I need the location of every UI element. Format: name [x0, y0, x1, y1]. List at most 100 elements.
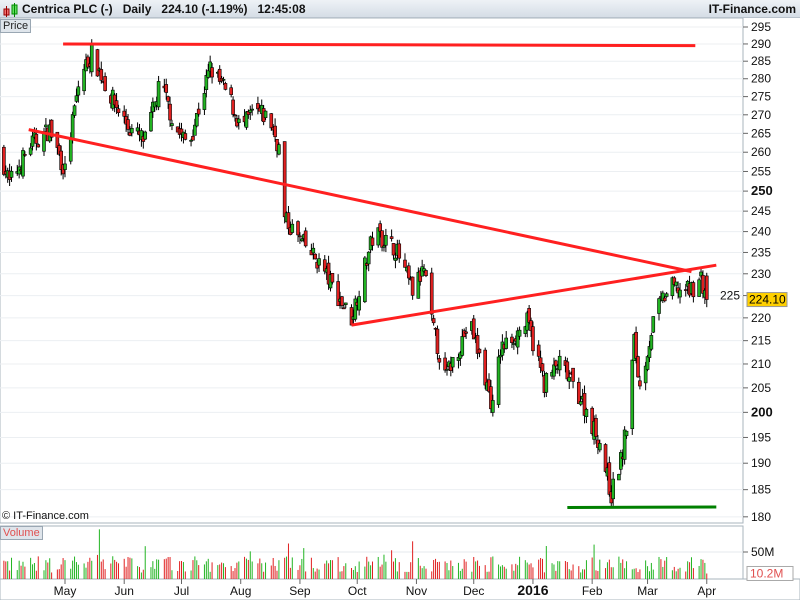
candle — [617, 474, 621, 481]
candle — [674, 281, 679, 286]
candle — [603, 444, 608, 472]
x-tick-label: Oct — [348, 584, 367, 598]
candle — [619, 452, 623, 470]
last-volume-badge-text: 10.2M — [750, 566, 783, 580]
candle — [678, 289, 682, 298]
candle — [63, 163, 67, 170]
title-bar: Centrica PLC (-) Daily 224.10 (-1.19%) 1… — [0, 0, 800, 18]
candle — [204, 75, 209, 90]
candle — [143, 131, 148, 140]
y-tick-label: 235 — [751, 245, 771, 259]
candle — [645, 356, 650, 370]
quote-time: 12:45:08 — [257, 2, 306, 16]
candle — [217, 68, 222, 82]
candle — [70, 114, 75, 139]
candle — [647, 346, 652, 358]
candle — [462, 330, 466, 338]
y-tick-label: 250 — [751, 183, 773, 198]
candle — [517, 329, 522, 337]
candle — [704, 275, 709, 300]
candle — [2, 146, 6, 175]
candle — [477, 348, 482, 354]
volume-tick-label: 50M — [751, 545, 774, 559]
candlestick-logo-icon — [3, 3, 18, 17]
y-tick-label: 220 — [751, 311, 771, 325]
candle — [643, 365, 648, 384]
candle — [194, 113, 199, 127]
candle — [193, 124, 197, 136]
x-tick-label: 2016 — [517, 582, 548, 598]
candle — [554, 360, 558, 367]
candle — [683, 289, 688, 291]
y-tick-label: 265 — [751, 126, 771, 140]
candle — [576, 381, 581, 404]
candle — [504, 337, 509, 349]
brand: IT-Finance.com — [708, 2, 796, 16]
candle — [149, 112, 153, 132]
candle — [638, 380, 642, 387]
x-axis-panel — [0, 578, 800, 600]
x-tick-label: Jul — [174, 584, 189, 598]
candle — [624, 430, 629, 437]
y-tick-label: 285 — [751, 54, 771, 68]
candle — [206, 70, 211, 78]
y-tick-label: 215 — [751, 334, 771, 348]
candle — [99, 69, 104, 81]
candle — [464, 331, 468, 334]
y-tick-label: 195 — [751, 430, 771, 444]
candle — [130, 128, 134, 134]
y-tick-label: 270 — [751, 108, 771, 122]
candle — [116, 108, 121, 113]
candle — [672, 277, 677, 285]
candle — [170, 123, 174, 126]
candle — [340, 296, 344, 306]
y-tick-label: 200 — [751, 404, 773, 419]
y-tick-label: 180 — [751, 510, 771, 524]
candle — [578, 401, 583, 405]
y-tick-label: 225 — [720, 289, 740, 303]
candle — [36, 144, 41, 148]
y-tick-label: 255 — [751, 164, 771, 178]
candle — [471, 318, 476, 340]
candle — [336, 281, 340, 307]
candle — [311, 247, 316, 254]
candle — [538, 357, 543, 368]
candle — [330, 273, 335, 283]
last-price-badge-text: 224.10 — [749, 293, 786, 307]
y-tick-label: 290 — [751, 37, 771, 51]
y-tick-label: 240 — [751, 225, 771, 239]
x-tick-label: Feb — [582, 584, 603, 598]
candle — [483, 349, 488, 386]
price-panel — [0, 17, 744, 524]
y-tick-label: 185 — [751, 483, 771, 497]
candle — [657, 298, 661, 314]
candle — [435, 328, 440, 354]
candle — [370, 237, 375, 246]
candle — [68, 138, 73, 162]
candle — [378, 223, 382, 232]
candle — [531, 326, 535, 352]
candle — [23, 154, 27, 156]
candle — [202, 93, 207, 110]
candle — [670, 277, 675, 297]
candle — [557, 355, 562, 371]
candle — [491, 400, 495, 413]
candle — [651, 316, 656, 333]
title-text: Centrica PLC (-) Daily 224.10 (-1.19%) 1… — [22, 2, 306, 16]
y-tick-label: 295 — [751, 20, 771, 34]
candle — [248, 109, 253, 113]
candle — [389, 236, 394, 239]
candle — [607, 462, 612, 495]
candle — [443, 357, 447, 371]
copyright: © IT-Finance.com — [2, 510, 89, 522]
candle — [59, 150, 63, 171]
x-tick-label: Sep — [289, 584, 311, 598]
x-tick-label: Aug — [230, 584, 251, 598]
candle — [313, 253, 318, 260]
volume-panel-label: Volume — [0, 526, 43, 540]
candle — [298, 235, 302, 238]
y-tick-label: 205 — [751, 381, 771, 395]
candle — [183, 133, 188, 140]
candle — [445, 369, 449, 371]
candle — [164, 84, 169, 93]
